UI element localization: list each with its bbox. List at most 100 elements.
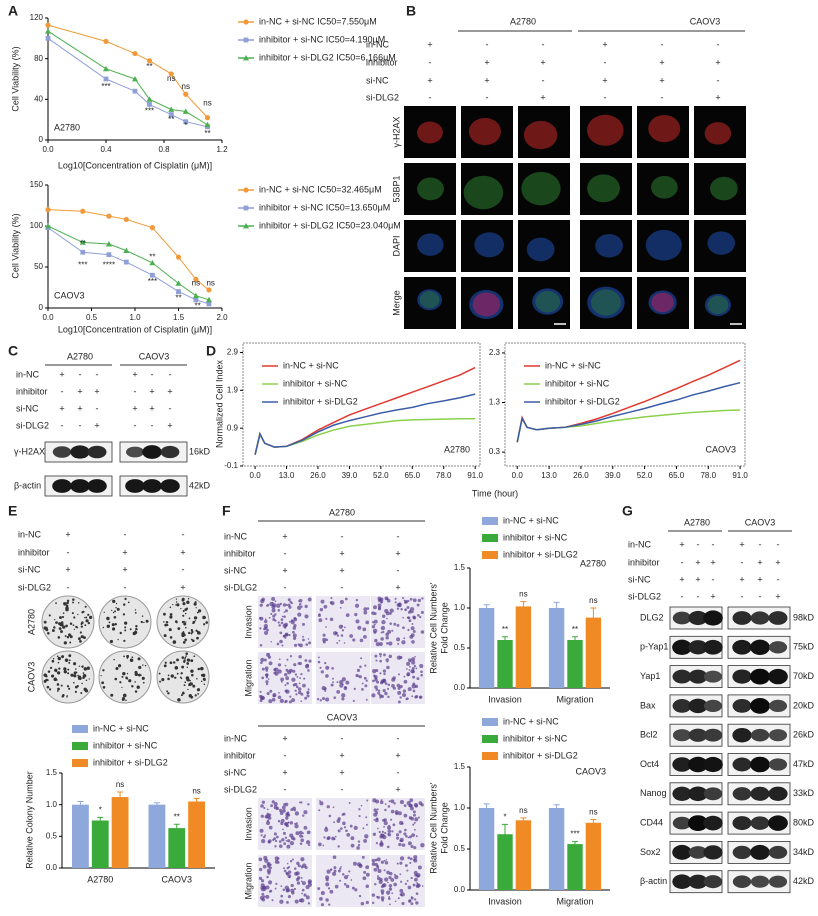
band-size: 47kD [793, 759, 815, 769]
colony [191, 630, 194, 634]
cell [336, 642, 339, 644]
cell [277, 663, 282, 667]
blot-band [768, 875, 788, 888]
cell [381, 619, 386, 625]
cell [379, 672, 382, 675]
colony [113, 615, 117, 619]
blot-band [768, 758, 788, 771]
cell [360, 901, 365, 906]
cell [406, 661, 411, 666]
treatment-sign: - [341, 784, 344, 794]
cell [411, 670, 415, 674]
cell [389, 622, 392, 625]
colony [165, 621, 169, 624]
nucleus [469, 289, 504, 320]
colony [196, 677, 198, 680]
cell [379, 841, 384, 846]
treatment-sign: + [167, 420, 172, 430]
treatment-label: si-NC [18, 564, 41, 574]
colony [183, 684, 186, 687]
y-axis-label: Cell Viability (%) [10, 213, 20, 278]
y-tick-label: -0.1 [224, 461, 238, 470]
significance-label: *** [148, 277, 157, 286]
treatment-label: inhibitor [366, 57, 398, 67]
cell [406, 668, 408, 670]
colony [183, 659, 186, 662]
cell [399, 684, 403, 689]
blot-band [703, 728, 723, 742]
colony [57, 636, 61, 639]
colony [183, 622, 187, 626]
cell [286, 862, 289, 865]
blot-band [732, 669, 752, 684]
significance-label: ** [204, 129, 210, 138]
colony [51, 674, 55, 678]
cell [413, 664, 417, 668]
cell [407, 885, 412, 890]
cell [284, 664, 287, 667]
nucleus-overlay [472, 292, 501, 317]
cell [400, 880, 403, 883]
nucleus [707, 231, 736, 255]
cell [295, 685, 299, 689]
marker [45, 223, 51, 229]
cell [295, 822, 298, 825]
marker [204, 121, 211, 128]
nucleus-overlay [535, 290, 561, 313]
cell [294, 824, 299, 829]
colony [64, 658, 69, 662]
colony [191, 670, 194, 673]
colony [83, 667, 88, 671]
colony [106, 616, 110, 621]
cell [380, 694, 385, 699]
cell [317, 842, 322, 847]
cell [419, 663, 424, 669]
cell [272, 614, 276, 618]
blot-band [672, 669, 692, 684]
significance-label: *** [78, 260, 87, 269]
cell [327, 887, 331, 890]
blot-band [703, 610, 723, 626]
cell [386, 617, 388, 620]
cell [277, 621, 280, 624]
cell [292, 683, 296, 687]
cell [292, 837, 296, 841]
cell [398, 830, 402, 834]
marker [123, 216, 129, 223]
legend-swatch [72, 759, 88, 767]
cell [380, 637, 384, 641]
cell [292, 633, 297, 638]
treatment-sign: + [339, 767, 344, 777]
treatment-sign: - [96, 403, 99, 413]
cell [326, 805, 330, 809]
colony [68, 661, 71, 664]
cell [386, 687, 390, 690]
y-tick-label: 0 [39, 135, 44, 144]
cell [413, 898, 417, 901]
protein-label: Sox2 [640, 847, 661, 857]
colony [188, 631, 191, 635]
stain-label: Merge [391, 290, 401, 316]
cell [376, 827, 379, 830]
band-size: 16kD [189, 446, 211, 456]
cell [372, 668, 377, 674]
band-size: 42kD [793, 876, 815, 886]
colony [169, 613, 173, 616]
cell [376, 895, 378, 898]
colony [196, 688, 201, 692]
cell [379, 800, 384, 805]
cell [318, 809, 321, 812]
cell [379, 659, 382, 663]
legend-label: inhibitor + si-DLG2 IC50=23.040μM [259, 220, 401, 230]
cell [319, 699, 322, 702]
cell [341, 813, 344, 816]
colony [163, 664, 167, 668]
blot-band [750, 786, 770, 801]
marker [45, 207, 51, 213]
blot-band [732, 699, 752, 713]
blot-band [688, 640, 708, 655]
colony [74, 690, 77, 693]
treatment-sign: + [59, 403, 64, 413]
cell [278, 840, 282, 843]
treatment-sign: - [604, 57, 607, 67]
